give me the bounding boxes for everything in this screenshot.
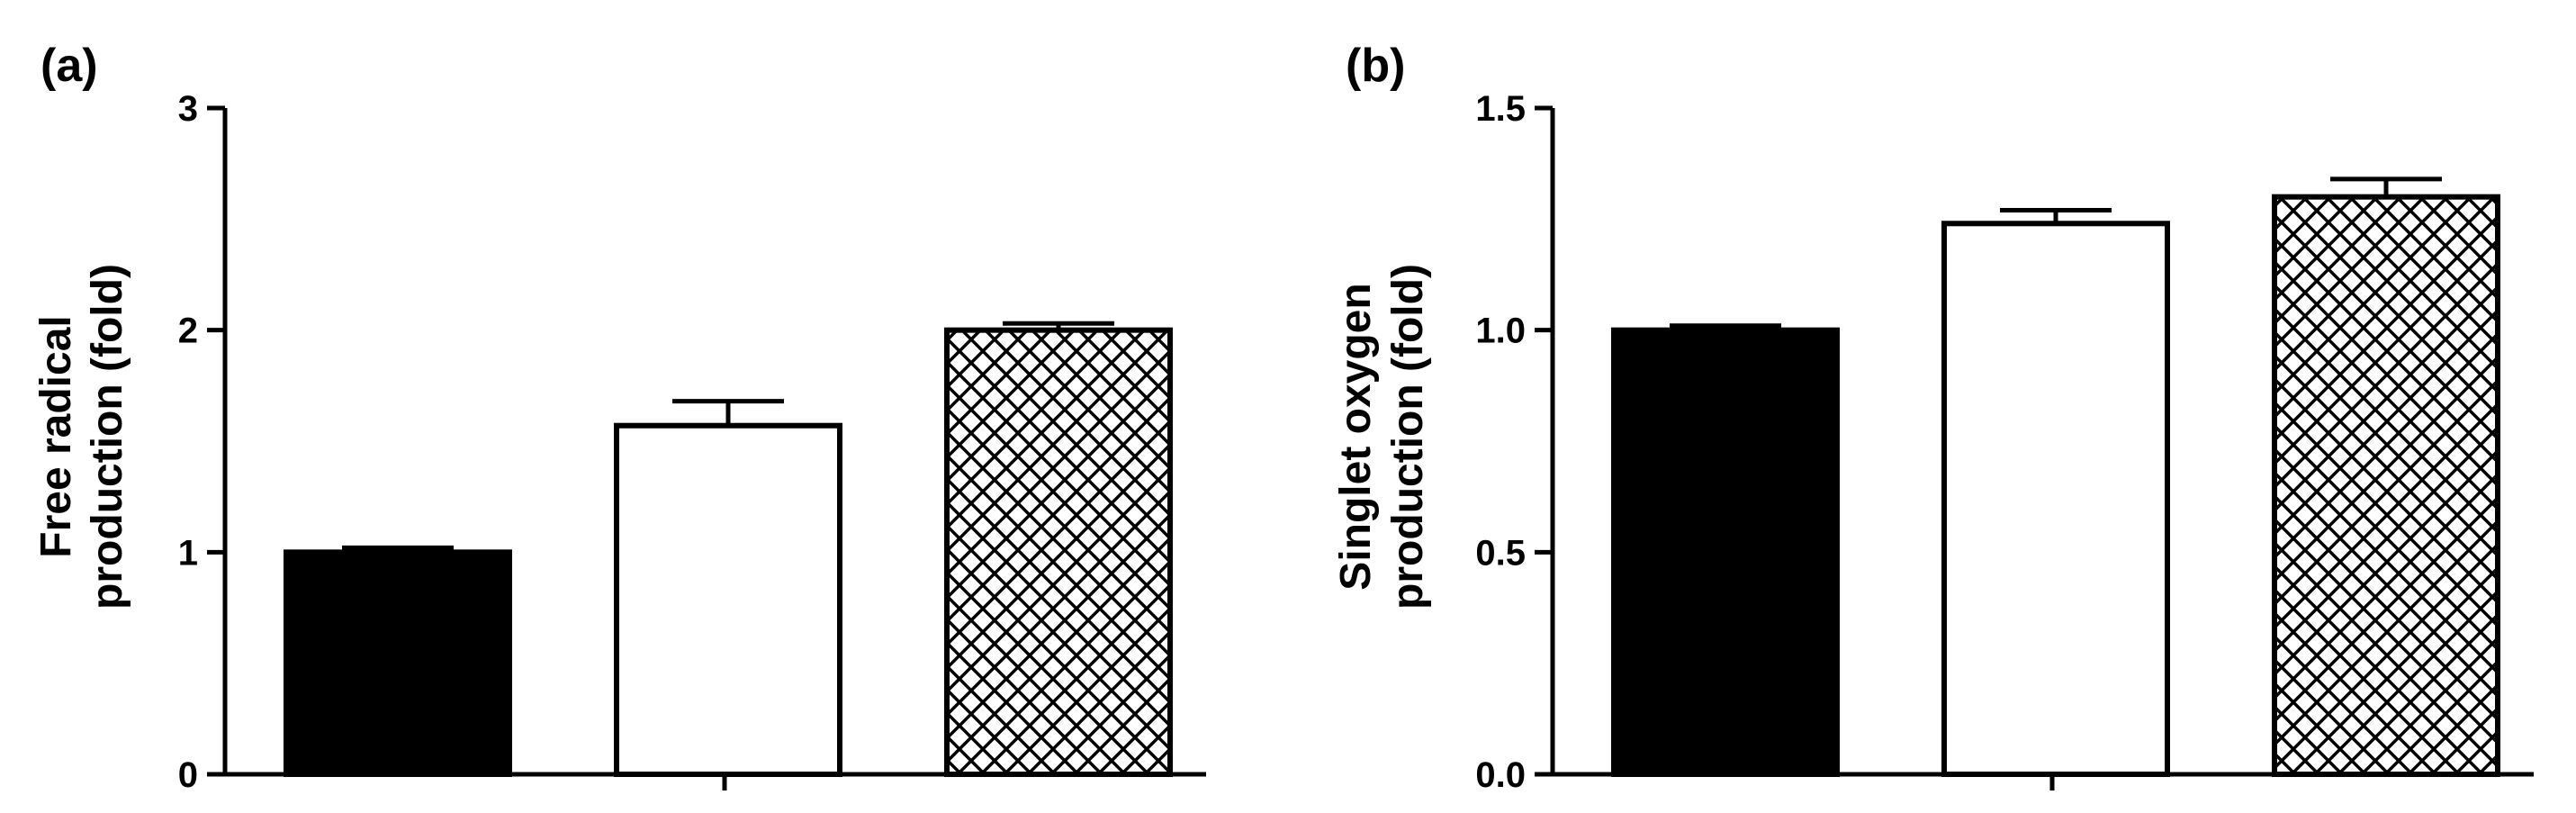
y-tick-label-b-3: 1.5 <box>1475 89 1526 129</box>
ticks-b: 0.0 0.5 1.0 1.5 <box>1475 89 1553 795</box>
panel-b: (b) Singlet oxygen production (fold) 0.0… <box>1332 40 2534 795</box>
y-tick-label-a-3: 3 <box>178 89 198 129</box>
y-tick-label-a-1: 1 <box>178 533 198 573</box>
y-axis-title-a-line1: Free radical <box>32 315 80 557</box>
bar-a-3 <box>944 327 1173 777</box>
y-tick-label-b-1: 0.5 <box>1475 533 1526 573</box>
bar-a-2 <box>614 422 842 777</box>
bar-b-3 <box>2272 194 2500 777</box>
bar-a-1 <box>284 549 512 777</box>
y-axis-title-a-line2: production (fold) <box>84 264 131 610</box>
y-axis-title-b-line1: Singlet oxygen <box>1332 283 1380 590</box>
y-tick-label-a-2: 2 <box>178 312 198 351</box>
y-axis-title-b-line2: production (fold) <box>1384 264 1432 610</box>
y-tick-label-b-0: 0.0 <box>1475 755 1526 795</box>
panel-a: (a) Free radical production (fold) 0 1 2 3 <box>32 40 1206 795</box>
panel-label-a: (a) <box>41 40 98 92</box>
bars-b <box>1611 176 2500 777</box>
y-tick-label-b-2: 1.0 <box>1475 312 1526 351</box>
panel-label-b: (b) <box>1346 40 1405 92</box>
bar-b-1 <box>1611 327 1840 777</box>
y-tick-label-a-0: 0 <box>178 755 198 795</box>
ticks-a: 0 1 2 3 <box>178 89 225 795</box>
bar-b-2 <box>1941 221 2170 777</box>
bars-a <box>284 321 1173 777</box>
